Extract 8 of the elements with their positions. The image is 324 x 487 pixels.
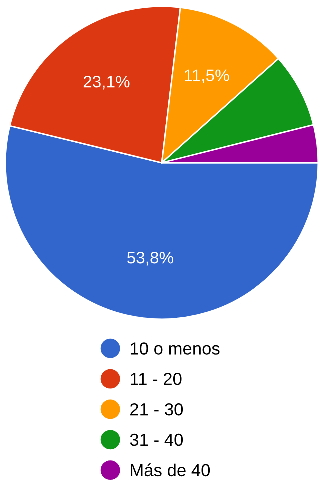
legend-label: 31 - 40 — [130, 434, 184, 446]
legend-label: Más de 40 — [131, 464, 210, 477]
legend-label: 21 - 30 — [130, 403, 184, 416]
data-label: 53,8% — [127, 252, 174, 266]
data-label: 11,5% — [185, 70, 230, 84]
legend-label: 11 - 20 — [130, 373, 182, 386]
legend-label: 10 o menos — [130, 342, 220, 355]
data-label: 23,1% — [84, 76, 130, 90]
